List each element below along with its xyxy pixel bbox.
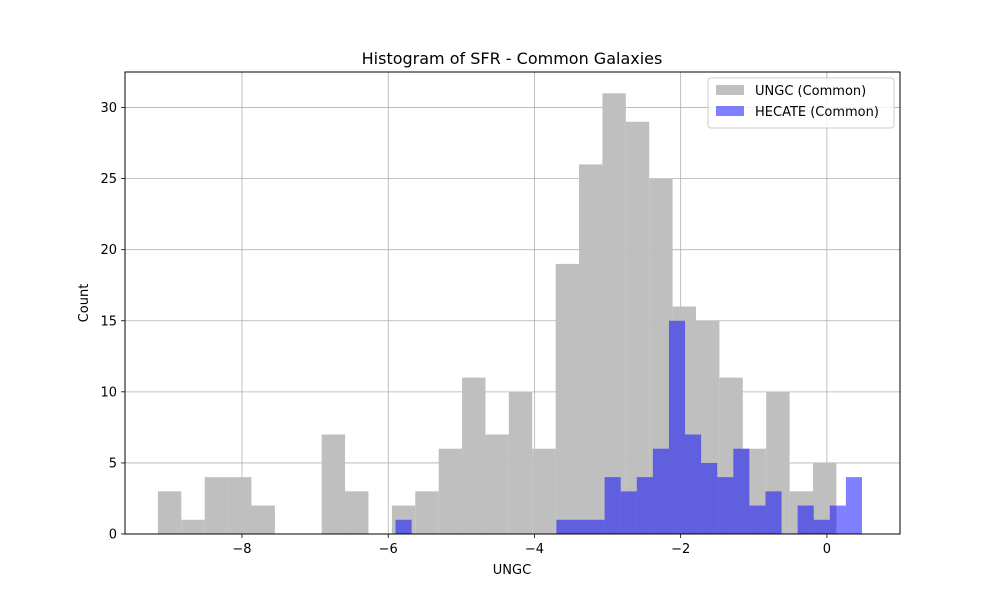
histogram-bar <box>508 391 533 534</box>
histogram-bar <box>733 448 750 534</box>
axis-ticks: −8 −6 −4 −2 0 0 5 10 15 20 25 30 <box>100 101 831 557</box>
legend-label-ungc: UNGC (Common) <box>755 84 866 99</box>
histogram-bar <box>204 477 229 534</box>
histogram-bar <box>701 462 718 534</box>
y-tick-label: 25 <box>100 172 117 187</box>
legend: UNGC (Common) HECATE (Common) <box>707 77 895 129</box>
y-tick-label: 10 <box>100 385 117 400</box>
histogram-bar <box>636 477 653 534</box>
histogram-bar <box>602 93 626 535</box>
legend-swatch-hecate <box>716 106 744 116</box>
plot-frame <box>124 71 901 535</box>
histogram-bar <box>579 164 603 534</box>
histogram-bar <box>845 477 862 534</box>
histogram-bar <box>556 519 573 534</box>
series-1-bars <box>395 320 862 534</box>
histogram-bar <box>829 505 846 534</box>
y-axis-label: Count <box>77 284 92 323</box>
histogram-bar <box>620 491 637 534</box>
histogram-bar <box>321 434 346 534</box>
histogram-bar <box>717 477 734 534</box>
histogram-bar <box>652 448 669 534</box>
x-tick-label: −4 <box>525 542 544 557</box>
legend-frame <box>707 77 895 129</box>
histogram-bar <box>228 477 252 534</box>
histogram-bar <box>604 477 621 534</box>
histogram-bar <box>462 377 486 534</box>
x-axis-label: UNGC <box>493 563 531 578</box>
histogram-bar <box>485 434 509 534</box>
x-tick-label: −8 <box>232 542 251 557</box>
histogram-bar <box>345 491 369 534</box>
histogram-bar <box>572 519 589 534</box>
histogram-bar <box>181 519 205 534</box>
y-tick-label: 30 <box>100 101 117 116</box>
x-tick-label: 0 <box>823 542 831 557</box>
histogram-bars <box>157 93 862 535</box>
histogram-bar <box>765 491 782 534</box>
histogram-bar <box>532 448 556 534</box>
legend-swatch-ungc <box>716 85 744 95</box>
histogram-bar <box>555 263 580 534</box>
histogram-bar <box>649 178 673 534</box>
histogram-bar <box>685 434 702 534</box>
histogram-bar <box>749 505 766 534</box>
histogram-bar <box>813 519 830 534</box>
y-tick-label: 0 <box>109 528 117 543</box>
histogram-bar <box>438 448 463 534</box>
histogram-bar <box>415 491 439 534</box>
x-tick-label: −2 <box>671 542 690 557</box>
histogram-bar <box>797 505 814 534</box>
legend-label-hecate: HECATE (Common) <box>755 105 879 120</box>
histogram-bar <box>395 519 412 534</box>
histogram-bar <box>588 519 605 534</box>
histogram-bar <box>251 505 275 534</box>
y-tick-label: 15 <box>100 314 117 329</box>
y-tick-label: 20 <box>100 243 117 258</box>
histogram-bar <box>157 491 182 534</box>
chart-title: Histogram of SFR - Common Galaxies <box>362 49 663 68</box>
histogram-bar <box>625 121 650 534</box>
y-tick-label: 5 <box>109 456 117 471</box>
histogram-bar <box>668 320 686 534</box>
x-tick-label: −6 <box>379 542 398 557</box>
